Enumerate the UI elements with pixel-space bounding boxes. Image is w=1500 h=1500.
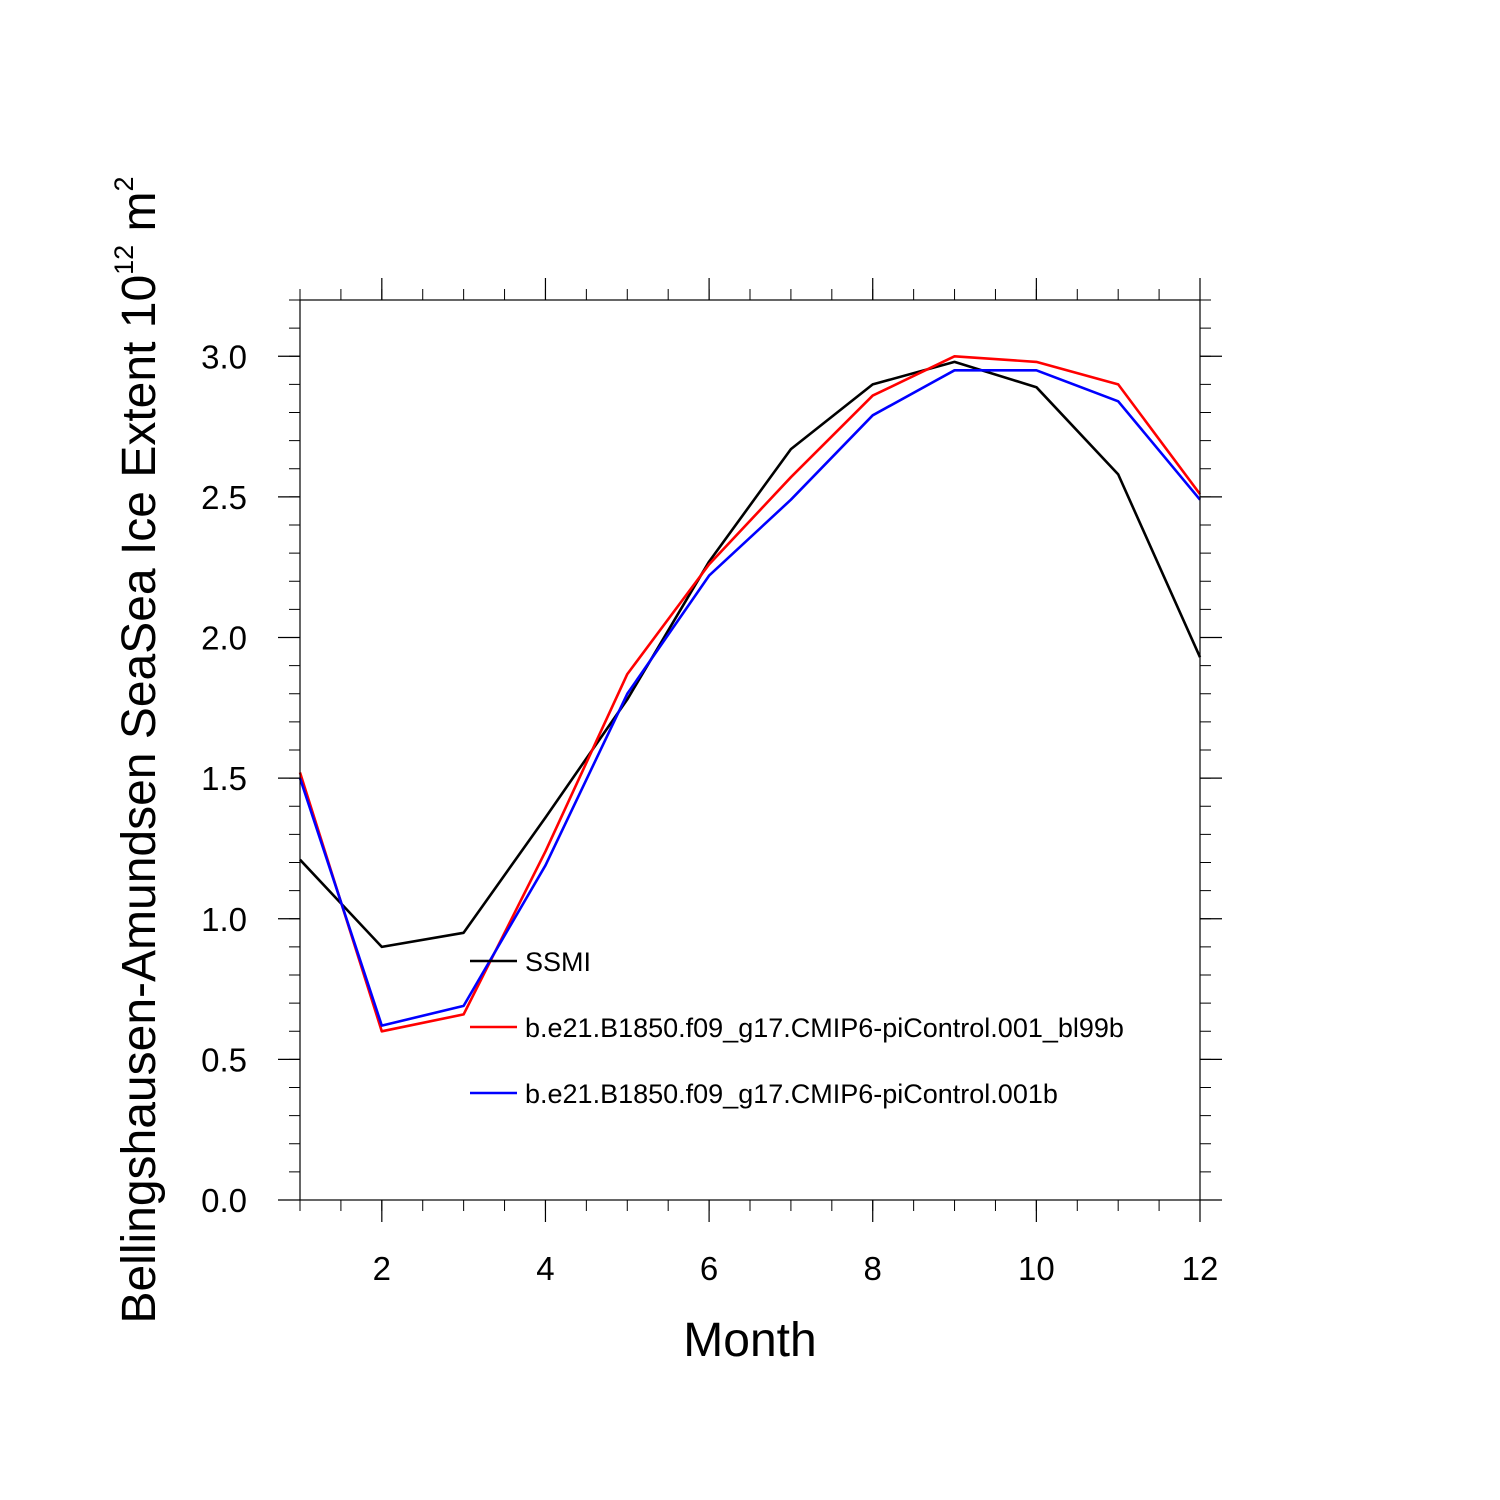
series-lines bbox=[298, 354, 1202, 1033]
x-tick-label: 12 bbox=[1182, 1250, 1219, 1287]
series-line bbox=[298, 368, 1201, 1027]
legend-label: SSMI bbox=[525, 947, 591, 977]
x-tick-label: 2 bbox=[373, 1250, 391, 1287]
series-line bbox=[299, 360, 1202, 949]
y-axis-title-exponent: 12 bbox=[109, 245, 139, 275]
x-tick-label: 4 bbox=[536, 1250, 554, 1287]
y-tick-label: 2.5 bbox=[201, 479, 247, 516]
y-tick-labels: 0.0 0.5 1.0 1.5 2.0 2.5 3.0 bbox=[201, 338, 247, 1219]
y-tick-label: 1.5 bbox=[201, 760, 247, 797]
y-axis-title-main: Bellingshausen-Amundsen SeaSea Ice Exten… bbox=[113, 275, 166, 1324]
x-axis-title: Month bbox=[683, 1314, 816, 1367]
y-axis-title-unit-exponent: 2 bbox=[109, 176, 139, 191]
y-tick-label: 0.5 bbox=[201, 1041, 247, 1078]
legend: SSMI b.e21.B1850.f09_g17.CMIP6-piControl.… bbox=[470, 947, 1124, 1109]
y-axis-title: Bellingshausen-Amundsen SeaSea Ice Exten… bbox=[109, 176, 166, 1323]
legend-label: b.e21.B1850.f09_g17.CMIP6-piControl.001_… bbox=[525, 1013, 1124, 1043]
y-tick-label: 3.0 bbox=[201, 338, 247, 375]
major-ticks bbox=[278, 278, 1222, 1222]
x-tick-label: 10 bbox=[1018, 1250, 1055, 1287]
series-line bbox=[298, 354, 1202, 1033]
y-tick-label: 0.0 bbox=[201, 1182, 247, 1219]
plot-frame bbox=[299, 299, 1201, 1201]
x-tick-labels: 2 4 6 8 10 12 bbox=[373, 1250, 1219, 1287]
y-tick-label: 2.0 bbox=[201, 620, 247, 657]
x-tick-label: 8 bbox=[864, 1250, 882, 1287]
y-axis-title-unit: m bbox=[113, 191, 166, 244]
x-tick-label: 6 bbox=[700, 1250, 718, 1287]
y-tick-label: 1.0 bbox=[201, 901, 247, 938]
legend-label: b.e21.B1850.f09_g17.CMIP6-piControl.001b bbox=[525, 1079, 1058, 1109]
